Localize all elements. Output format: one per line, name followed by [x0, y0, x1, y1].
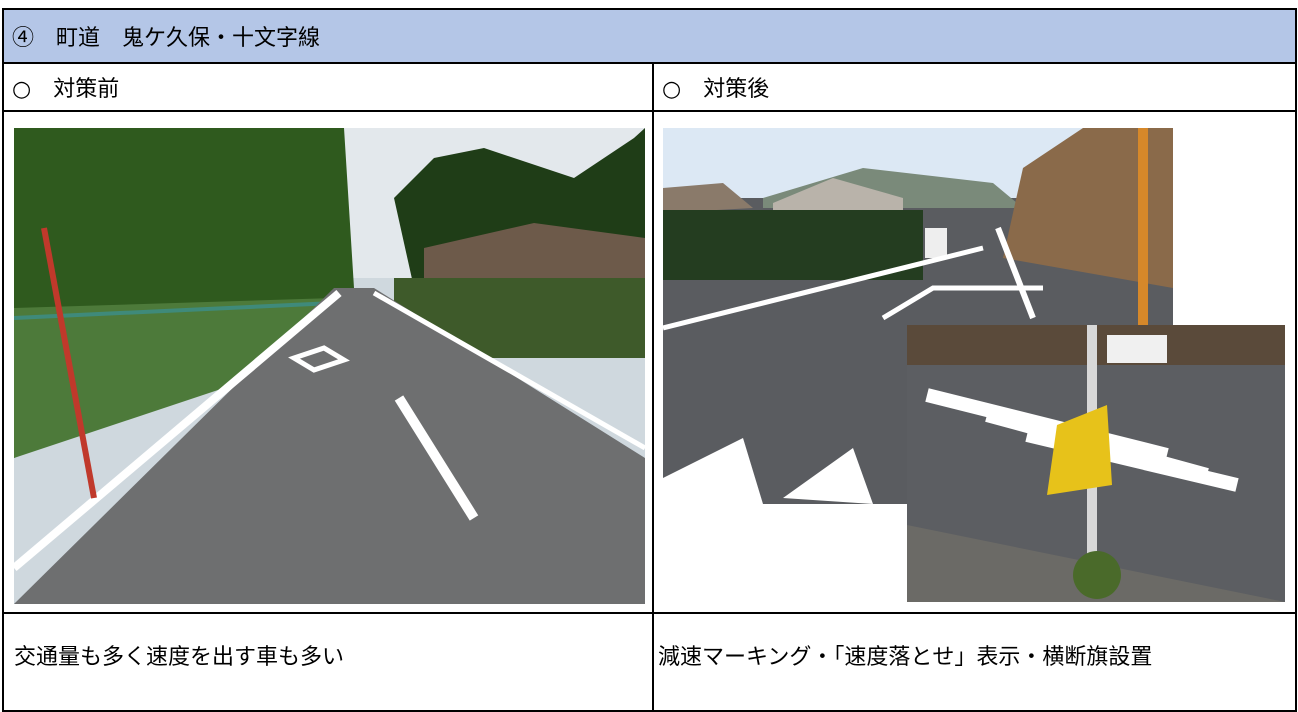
title: ④ 町道 鬼ケ久保・十文字線 — [12, 26, 321, 51]
heading: ○ 対策前 — [12, 77, 120, 102]
description-cell: 減速マーキング・「速度落とせ」表示・横断旗設置 — [652, 612, 1297, 712]
before-photo — [14, 128, 645, 604]
heading-cell: ○ 対策後 — [652, 62, 1297, 112]
heading: ○ 対策後 — [662, 77, 770, 102]
description-cell: 交通量も多く速度を出す車も多い — [2, 612, 654, 712]
title-cell: ④ 町道 鬼ケ久保・十文字線 — [2, 8, 1297, 64]
description: 交通量も多く速度を出す車も多い — [14, 645, 345, 670]
heading-cell: ○ 対策前 — [2, 62, 654, 112]
after-photo-flag — [907, 325, 1285, 602]
description: 減速マーキング・「速度落とせ」表示・横断旗設置 — [658, 645, 1153, 670]
